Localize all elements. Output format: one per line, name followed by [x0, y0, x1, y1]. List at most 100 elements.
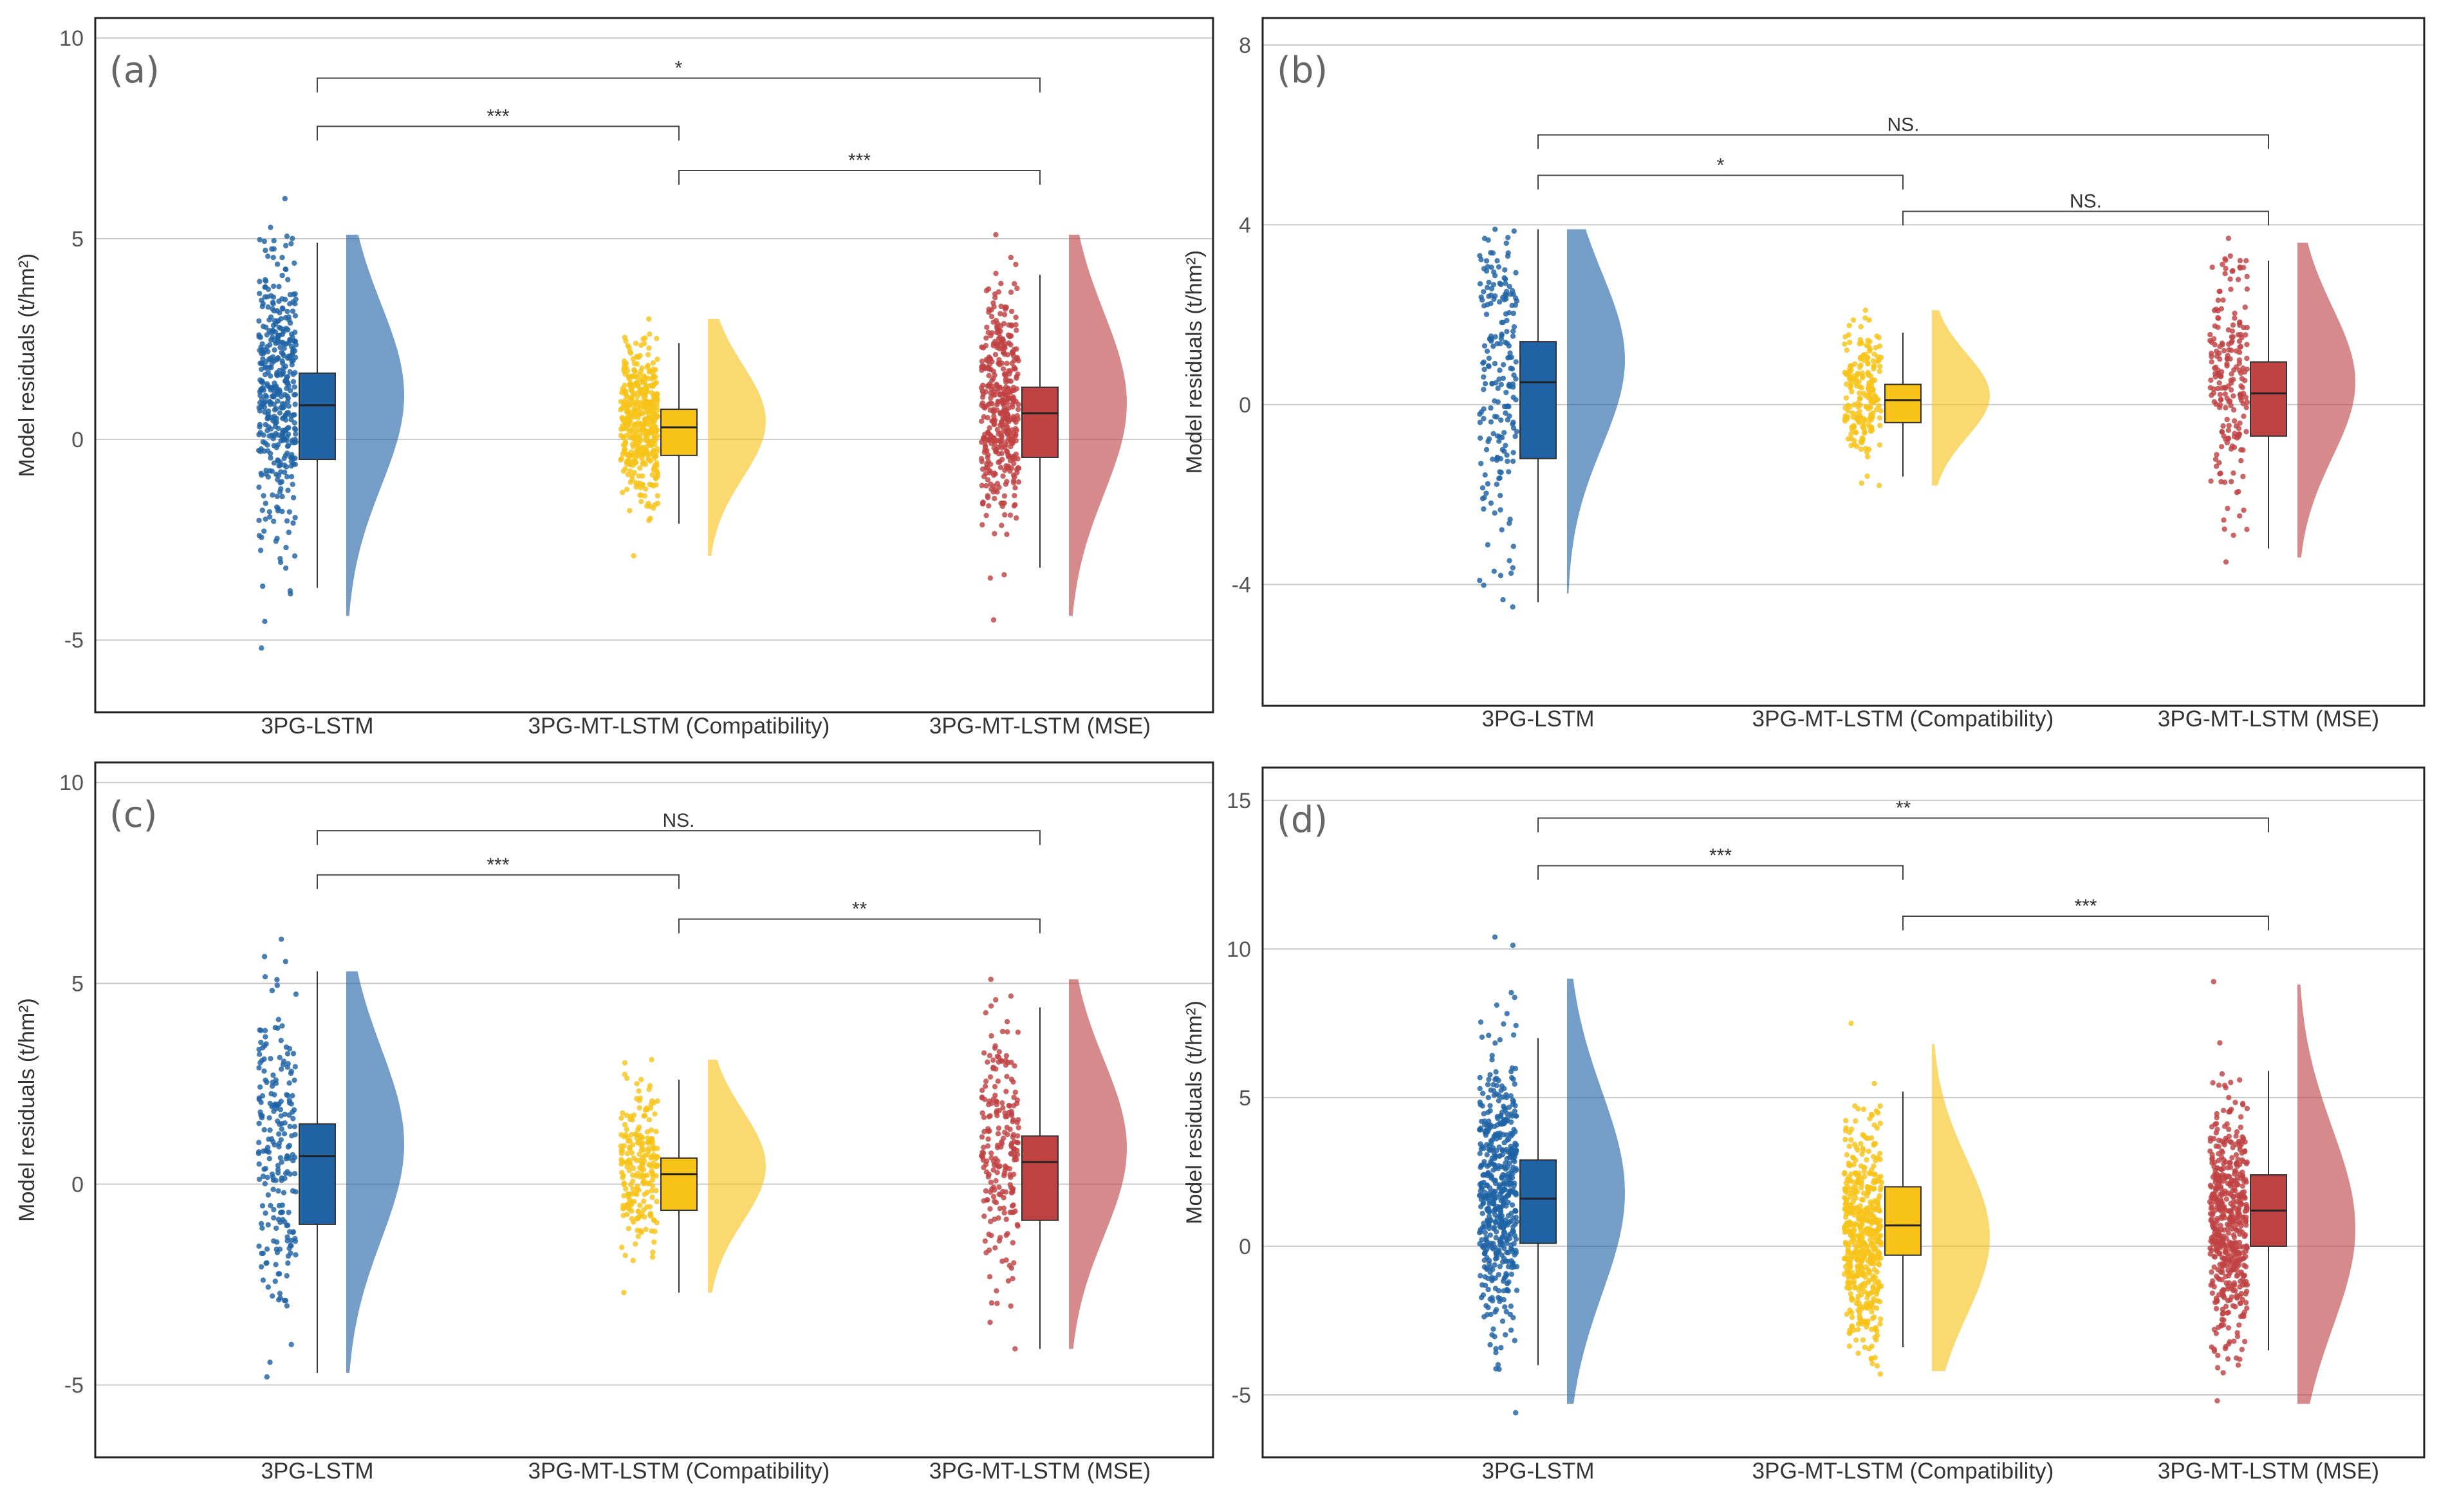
point-a-0 [272, 433, 277, 439]
point-a-0 [263, 284, 268, 290]
point-a-1 [636, 372, 642, 378]
point-a-2 [993, 270, 999, 277]
point-d-2 [2218, 1222, 2223, 1228]
point-d-1 [1851, 1327, 1857, 1333]
point-d-1 [1862, 1344, 1868, 1351]
point-a-2 [990, 489, 996, 495]
point-d-2 [2240, 1215, 2245, 1221]
point-d-1 [1874, 1269, 1880, 1275]
point-a-1 [638, 406, 644, 412]
point-b-0 [1511, 324, 1517, 330]
point-d-2 [2224, 1221, 2230, 1228]
point-a-0 [283, 427, 289, 433]
point-c-2 [981, 1114, 987, 1120]
point-b-0 [1498, 507, 1503, 513]
point-d-2 [2238, 1313, 2244, 1320]
point-c-2 [987, 1074, 994, 1080]
point-a-0 [259, 347, 265, 353]
point-d-1 [1868, 1240, 1874, 1247]
point-c-1 [636, 1088, 642, 1094]
point-b-2 [2215, 324, 2221, 330]
point-d-2 [2229, 1179, 2235, 1185]
point-c-2 [1010, 1079, 1016, 1085]
point-d-2 [2235, 1181, 2241, 1188]
point-a-0 [291, 338, 297, 344]
point-b-1 [1875, 358, 1880, 364]
point-d-1 [1851, 1251, 1857, 1257]
point-c-0 [284, 1064, 290, 1070]
point-a-0 [271, 460, 277, 466]
point-d-0 [1491, 1161, 1497, 1168]
point-d-0 [1494, 1082, 1499, 1089]
point-c-0 [265, 1222, 271, 1228]
point-c-1 [654, 1199, 660, 1204]
point-b-1 [1862, 430, 1868, 436]
point-c-0 [273, 1262, 279, 1268]
point-a-0 [275, 398, 281, 404]
category-label-b-1: 3PG-MT-LSTM (Compatibility) [1752, 706, 2054, 732]
point-d-2 [2221, 1215, 2228, 1221]
point-d-0 [1485, 1173, 1490, 1179]
point-a-2 [992, 372, 997, 378]
point-b-0 [1486, 355, 1492, 361]
point-d-2 [2217, 1040, 2223, 1046]
point-b-1 [1860, 373, 1866, 379]
point-b-0 [1494, 258, 1500, 264]
point-d-1 [1871, 1154, 1877, 1159]
point-a-1 [631, 421, 637, 427]
point-c-0 [283, 1298, 289, 1304]
point-d-1 [1857, 1213, 1862, 1219]
point-d-0 [1512, 1208, 1518, 1213]
point-c-0 [263, 1041, 269, 1047]
point-b-0 [1477, 281, 1483, 287]
point-b-1 [1871, 364, 1877, 370]
point-a-0 [281, 404, 287, 410]
point-c-1 [649, 1177, 656, 1183]
point-a-1 [638, 411, 644, 417]
point-c-1 [637, 1203, 643, 1208]
y-axis-label-d: Model residuals (t/hm²) [1182, 1000, 1207, 1224]
point-d-2 [2218, 1323, 2224, 1329]
point-b-0 [1507, 284, 1512, 290]
point-d-0 [1496, 1098, 1502, 1104]
point-a-2 [989, 401, 995, 407]
point-a-0 [289, 452, 295, 457]
point-d-1 [1856, 1287, 1862, 1293]
point-d-1 [1848, 1291, 1853, 1297]
point-b-2 [2222, 256, 2228, 262]
point-a-0 [276, 332, 283, 338]
point-b-2 [2243, 405, 2249, 410]
point-a-0 [274, 504, 280, 510]
point-c-2 [983, 1010, 989, 1016]
category-label-d-1: 3PG-MT-LSTM (Compatibility) [1752, 1459, 2054, 1484]
point-a-0 [270, 299, 276, 306]
point-c-0 [282, 1120, 288, 1126]
box-c-0 [299, 1123, 336, 1225]
point-b-0 [1510, 425, 1517, 431]
point-d-0 [1509, 1202, 1516, 1208]
point-a-0 [266, 408, 272, 414]
point-b-0 [1494, 433, 1501, 439]
point-c-0 [279, 1159, 284, 1165]
point-c-1 [649, 1228, 654, 1234]
point-d-2 [2237, 1077, 2243, 1083]
point-d-1 [1844, 1152, 1850, 1158]
point-d-2 [2214, 1185, 2220, 1192]
point-a-0 [293, 431, 299, 437]
point-b-1 [1859, 480, 1864, 486]
point-a-2 [1000, 336, 1006, 342]
point-b-2 [2218, 396, 2224, 403]
point-d-0 [1478, 1141, 1483, 1147]
point-c-2 [979, 1149, 985, 1156]
point-b-2 [2217, 344, 2223, 349]
point-d-2 [2235, 1362, 2241, 1368]
point-c-0 [286, 1080, 292, 1086]
point-a-1 [642, 393, 648, 400]
point-d-1 [1877, 1103, 1883, 1109]
point-c-2 [987, 1053, 993, 1058]
point-d-0 [1485, 1109, 1491, 1116]
point-a-0 [263, 501, 268, 506]
point-b-0 [1496, 438, 1502, 444]
point-c-1 [649, 1056, 654, 1063]
point-b-2 [2212, 364, 2219, 370]
